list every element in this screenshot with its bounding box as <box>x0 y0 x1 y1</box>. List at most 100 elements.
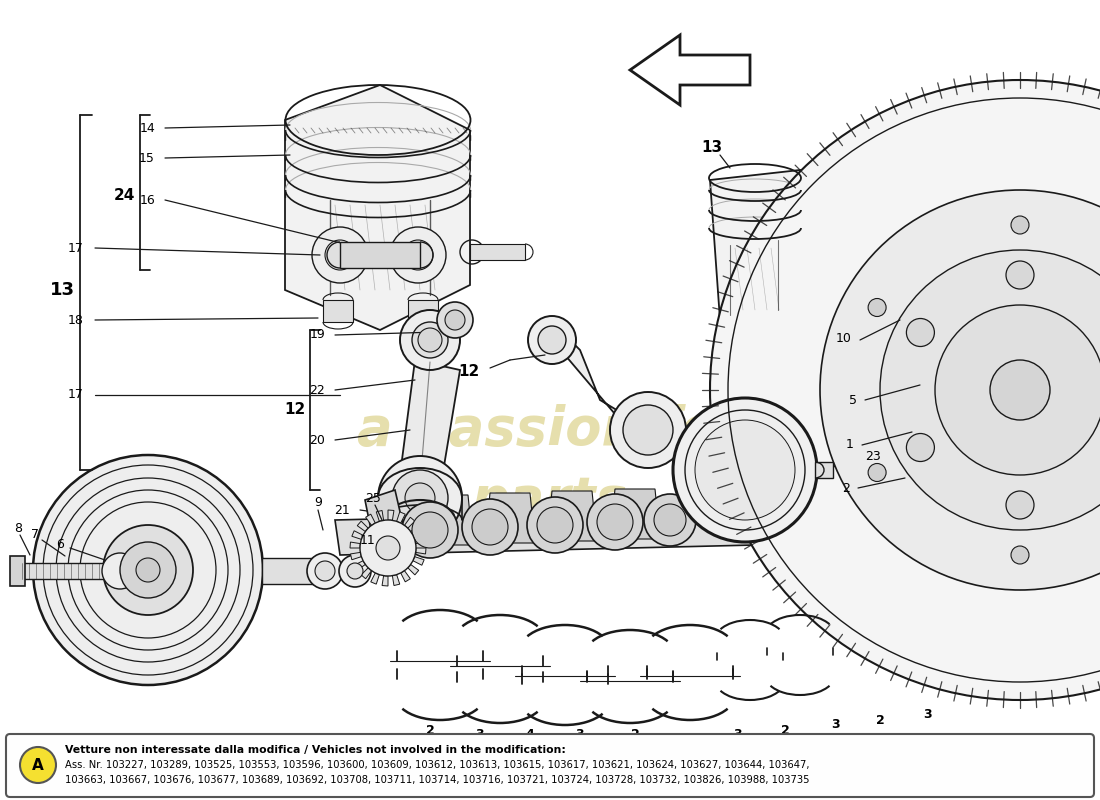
Polygon shape <box>424 495 473 545</box>
FancyBboxPatch shape <box>6 734 1094 797</box>
Polygon shape <box>351 552 362 560</box>
Circle shape <box>315 561 336 581</box>
Polygon shape <box>710 170 810 320</box>
Circle shape <box>324 240 355 270</box>
Polygon shape <box>416 548 426 554</box>
Text: 24: 24 <box>113 187 134 202</box>
Text: 14: 14 <box>140 122 155 134</box>
Text: A: A <box>32 758 44 773</box>
Circle shape <box>710 80 1100 700</box>
Circle shape <box>528 316 576 364</box>
Text: 19: 19 <box>309 329 324 342</box>
Circle shape <box>820 190 1100 590</box>
Circle shape <box>360 520 416 576</box>
Text: 18: 18 <box>68 314 84 326</box>
Circle shape <box>1011 546 1028 564</box>
Circle shape <box>33 455 263 685</box>
Circle shape <box>418 328 442 352</box>
Text: 6: 6 <box>56 538 64 550</box>
Polygon shape <box>405 518 415 528</box>
Text: 25: 25 <box>365 491 381 505</box>
Bar <box>470 244 525 260</box>
Bar <box>10 556 25 586</box>
Text: 8: 8 <box>14 522 22 534</box>
Bar <box>408 300 438 322</box>
Circle shape <box>437 302 473 338</box>
Text: 9: 9 <box>315 497 322 510</box>
Polygon shape <box>382 576 388 586</box>
Polygon shape <box>352 530 363 539</box>
Polygon shape <box>361 568 372 578</box>
Circle shape <box>695 420 795 520</box>
Polygon shape <box>550 335 650 435</box>
Polygon shape <box>547 491 597 541</box>
Text: 3: 3 <box>924 709 933 722</box>
Polygon shape <box>610 489 660 539</box>
Text: parts: parts <box>472 474 628 526</box>
Circle shape <box>538 326 566 354</box>
Polygon shape <box>412 557 425 566</box>
Text: 2: 2 <box>843 482 850 494</box>
Text: 15: 15 <box>139 151 155 165</box>
Circle shape <box>537 507 573 543</box>
Text: eilers: eilers <box>790 259 1050 341</box>
Circle shape <box>103 525 192 615</box>
Text: 17: 17 <box>68 242 84 254</box>
Circle shape <box>412 512 448 548</box>
Polygon shape <box>400 360 460 490</box>
Circle shape <box>120 542 176 598</box>
Text: 21: 21 <box>334 503 350 517</box>
Text: Vetture non interessate dalla modifica / Vehicles not involved in the modificati: Vetture non interessate dalla modifica /… <box>65 745 565 755</box>
Text: 1: 1 <box>846 438 854 451</box>
Circle shape <box>405 483 435 513</box>
Circle shape <box>880 250 1100 530</box>
Bar <box>323 300 353 322</box>
Circle shape <box>136 558 160 582</box>
Text: 16: 16 <box>140 194 155 206</box>
Circle shape <box>102 553 138 589</box>
Text: 5: 5 <box>849 394 857 406</box>
Circle shape <box>376 536 400 560</box>
Text: 3: 3 <box>475 729 484 742</box>
Circle shape <box>673 398 817 542</box>
Circle shape <box>402 502 458 558</box>
Text: parts: parts <box>838 343 1002 397</box>
Circle shape <box>20 747 56 783</box>
Text: 4: 4 <box>526 729 535 742</box>
Text: 13: 13 <box>702 141 723 155</box>
Circle shape <box>527 497 583 553</box>
Polygon shape <box>630 35 750 105</box>
Bar <box>18 563 108 579</box>
Bar <box>340 242 420 268</box>
Circle shape <box>597 504 632 540</box>
Polygon shape <box>365 490 410 565</box>
Text: 23: 23 <box>865 450 881 463</box>
Circle shape <box>587 494 643 550</box>
Text: 17: 17 <box>68 389 84 402</box>
Polygon shape <box>388 510 394 520</box>
Polygon shape <box>400 570 410 582</box>
Text: 13: 13 <box>50 281 75 299</box>
Text: 11: 11 <box>360 534 375 546</box>
Polygon shape <box>350 542 361 548</box>
Circle shape <box>623 405 673 455</box>
Polygon shape <box>415 536 426 544</box>
Text: 22: 22 <box>309 383 324 397</box>
Text: 2: 2 <box>781 723 790 737</box>
Polygon shape <box>358 521 368 531</box>
Circle shape <box>868 463 887 482</box>
Text: 3: 3 <box>734 729 742 742</box>
Text: Ass. Nr. 103227, 103289, 103525, 103553, 103596, 103600, 103609, 103612, 103613,: Ass. Nr. 103227, 103289, 103525, 103553,… <box>65 760 810 770</box>
Polygon shape <box>371 573 380 584</box>
Circle shape <box>906 434 934 462</box>
Polygon shape <box>485 493 535 543</box>
Circle shape <box>1006 491 1034 519</box>
Text: 2: 2 <box>426 723 434 737</box>
Circle shape <box>378 456 462 540</box>
Text: 12: 12 <box>459 365 480 379</box>
Text: 103663, 103667, 103676, 103677, 103689, 103692, 103708, 103711, 103714, 103716, : 103663, 103667, 103676, 103677, 103689, … <box>65 775 810 785</box>
Circle shape <box>346 563 363 579</box>
Text: 4: 4 <box>681 731 690 745</box>
Circle shape <box>403 240 433 270</box>
Polygon shape <box>285 85 470 330</box>
